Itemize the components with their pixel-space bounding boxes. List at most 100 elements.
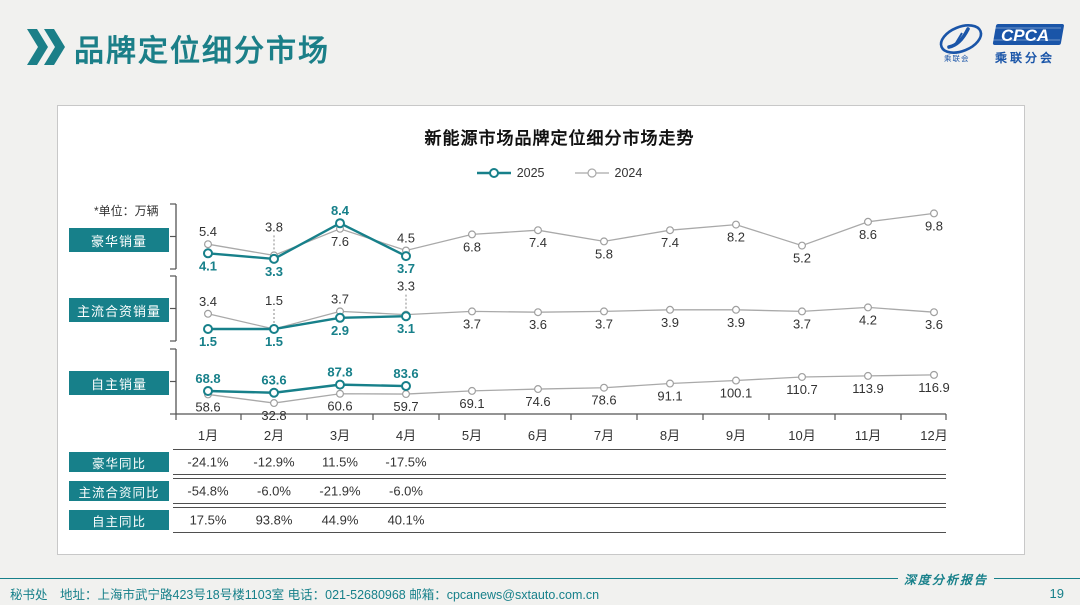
data-label: 32.8 — [261, 408, 286, 423]
line-2024-0 — [207, 212, 935, 257]
point-2024 — [731, 220, 740, 229]
yoy-value: -17.5% — [385, 454, 427, 470]
unit-note: *单位：万辆 — [94, 204, 159, 218]
yoy-value: -6.0% — [257, 483, 291, 499]
line-2025-2 — [207, 383, 407, 394]
data-label: 113.9 — [852, 381, 884, 396]
point-2025 — [203, 324, 213, 334]
data-label: 60.6 — [327, 399, 352, 414]
chart-title: 新能源市场品牌定位细分市场走势 — [424, 129, 695, 148]
point-2024 — [665, 226, 674, 235]
month-label: 1月 — [198, 428, 218, 443]
data-label: 58.6 — [195, 399, 220, 414]
data-label: 59.7 — [393, 399, 418, 414]
legend-marker-icon — [476, 168, 511, 178]
point-2024 — [863, 303, 872, 312]
data-label: 3.6 — [925, 317, 943, 332]
data-label: 116.9 — [918, 380, 950, 395]
logo-cpca-text: CPCA — [1001, 26, 1049, 45]
point-2024 — [863, 217, 872, 226]
legend-item-2024: 2024 — [574, 166, 643, 180]
point-2025 — [269, 324, 279, 334]
point-2024 — [797, 372, 806, 381]
point-2024 — [731, 305, 740, 314]
point-2024 — [468, 230, 477, 239]
point-2024 — [534, 385, 543, 394]
line-2024-1 — [207, 306, 935, 330]
data-label: 100.1 — [720, 386, 753, 401]
legend-label: 2024 — [614, 166, 643, 180]
data-label: 1.5 — [199, 334, 217, 349]
data-label: 7.4 — [529, 235, 547, 250]
legend-item-2025: 2025 — [476, 166, 545, 180]
logo-subtext: 乘联分会 — [994, 50, 1055, 65]
month-label: 11月 — [855, 428, 882, 443]
data-label: 63.6 — [261, 373, 286, 388]
month-label: 5月 — [462, 428, 482, 443]
point-2024 — [599, 237, 608, 246]
point-2024 — [402, 390, 411, 399]
point-2024 — [468, 386, 477, 395]
point-2024 — [929, 209, 938, 218]
series-label-mainstream-jv: 主流合资销量 — [69, 298, 169, 322]
data-label: 110.7 — [786, 382, 818, 397]
yoy-value: -6.0% — [389, 483, 423, 499]
data-label: 3.7 — [595, 316, 613, 331]
yoy-row-mainstream-jv: -54.8% -6.0% -21.9% -6.0% — [173, 478, 946, 504]
page-title: 品牌定位细分市场 — [74, 35, 330, 68]
point-2025 — [203, 386, 213, 397]
footer-report-label: 深度分析报告 — [903, 573, 988, 587]
point-2024 — [270, 399, 279, 408]
data-label: 91.1 — [657, 389, 682, 404]
month-label: 9月 — [726, 428, 746, 443]
point-2024 — [863, 371, 872, 380]
point-2024 — [599, 383, 608, 392]
data-label: 8.2 — [727, 230, 745, 245]
data-label: 3.4 — [199, 294, 217, 309]
point-2024 — [665, 379, 674, 388]
data-label: 4.1 — [199, 258, 217, 273]
point-2024 — [731, 376, 740, 385]
footer-divider-left — [0, 578, 898, 579]
data-label: 8.6 — [859, 227, 877, 242]
month-label: 6月 — [528, 428, 548, 443]
point-2024 — [468, 307, 477, 316]
series-label-luxury: 豪华销量 — [69, 228, 169, 252]
yoy-value: -54.8% — [187, 483, 229, 499]
data-label: 5.4 — [199, 224, 217, 239]
month-label: 3月 — [330, 428, 350, 443]
data-label: 3.9 — [727, 315, 745, 330]
point-2024 — [797, 241, 806, 250]
point-2024 — [204, 309, 213, 318]
point-2024 — [336, 389, 345, 398]
point-2025 — [269, 387, 279, 398]
data-label: 3.3 — [265, 264, 283, 279]
data-label: 5.2 — [793, 251, 811, 266]
data-label: 9.8 — [925, 218, 943, 233]
line-2024-2 — [207, 374, 935, 404]
yoy-value: 93.8% — [255, 512, 293, 528]
data-label: 7.6 — [331, 234, 349, 249]
yoy-row-luxury: -24.1% -12.9% 11.5% -17.5% — [173, 449, 946, 475]
yoy-row-domestic: 17.5% 93.8% 44.9% 40.1% — [173, 507, 946, 533]
data-label: 4.2 — [859, 312, 877, 327]
yoy-value: -24.1% — [187, 454, 229, 470]
yoy-label-domestic: 自主同比 — [69, 510, 169, 530]
point-2025 — [401, 251, 411, 262]
footer-divider-right — [994, 578, 1080, 579]
data-label: 3.6 — [529, 317, 547, 332]
data-label: 68.8 — [195, 371, 220, 386]
point-2025 — [401, 381, 411, 392]
yoy-value: 44.9% — [321, 512, 359, 528]
data-label: 87.8 — [327, 365, 352, 380]
point-2025 — [335, 218, 345, 229]
cpca-logo: 乘联会 CPCA 乘联分会 — [939, 24, 1064, 65]
chart-legend: 2025 2024 — [173, 166, 946, 180]
footer-contact-info: 秘书处 地址：上海市武宁路423号18号楼1103室 电话：021-526809… — [10, 588, 600, 602]
data-label: 69.1 — [459, 396, 484, 411]
data-label: 3.7 — [463, 316, 481, 331]
point-2024 — [929, 370, 938, 379]
yoy-value: 17.5% — [189, 512, 227, 528]
data-label: 4.5 — [397, 231, 415, 246]
data-label: 6.8 — [463, 239, 481, 254]
